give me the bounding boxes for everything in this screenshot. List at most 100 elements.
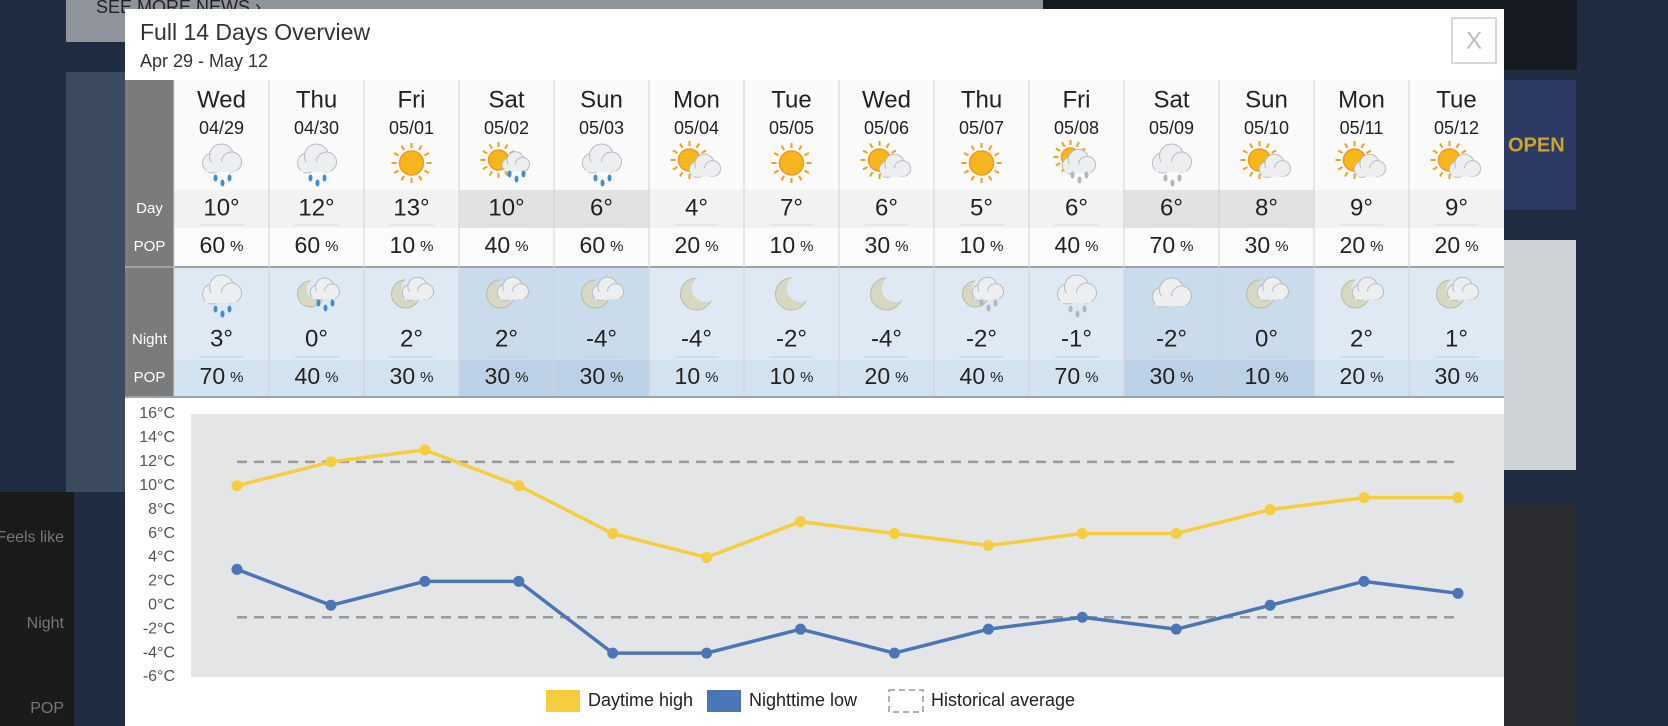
night-pop-cell	[1219, 360, 1314, 396]
sun-ray	[701, 149, 707, 154]
sun-ray	[1055, 147, 1061, 152]
bg-panel	[1504, 80, 1576, 210]
y-tick-label: 10°C	[139, 477, 175, 494]
precip	[323, 304, 328, 312]
night-pop-cell	[1029, 360, 1124, 396]
bg-panel	[0, 492, 74, 726]
pop-unit: %	[895, 238, 908, 255]
pop: 20%	[675, 232, 719, 258]
pop-unit: %	[705, 238, 718, 255]
bg-text: Feels like	[0, 529, 64, 546]
day-icon	[1152, 143, 1192, 187]
pop-unit: %	[1275, 369, 1288, 386]
cloud	[499, 291, 524, 300]
precip	[993, 299, 998, 307]
day-date: 05/03	[579, 118, 624, 138]
pop-unit: %	[1180, 238, 1193, 255]
sun-ray	[1061, 141, 1066, 148]
day-icon	[1053, 140, 1096, 184]
legend-swatch	[888, 689, 924, 713]
data-point	[982, 540, 994, 551]
night-pop-cell	[649, 360, 744, 396]
data-point	[795, 623, 807, 635]
sun-ray	[869, 143, 874, 149]
pop-unit: %	[1465, 369, 1478, 386]
data-point	[1452, 492, 1464, 504]
data-point	[607, 528, 619, 540]
sun-ray	[1249, 171, 1254, 177]
data-point	[325, 599, 337, 611]
night-pop-cell	[934, 360, 1029, 396]
pop-value: 30	[1435, 363, 1461, 389]
day-name: Thu	[296, 86, 337, 113]
night-pop-cell	[459, 360, 554, 396]
sun-ray	[1055, 162, 1061, 167]
pop: 10%	[770, 232, 814, 258]
sun-ray	[504, 143, 509, 150]
day-name: Sun	[1245, 86, 1288, 113]
night-icon	[486, 276, 529, 309]
close-button[interactable]	[1451, 17, 1497, 64]
data-point	[1358, 575, 1370, 587]
day-icon	[961, 143, 1002, 183]
pop-unit: %	[705, 369, 718, 386]
y-tick-label: -4°C	[143, 644, 175, 661]
night-temp: 2°	[400, 325, 423, 352]
pop-unit: %	[325, 369, 338, 386]
pop: 60%	[580, 232, 624, 258]
pop-unit: %	[1085, 369, 1098, 386]
sun-ray	[1455, 143, 1460, 149]
day-icon	[297, 143, 337, 187]
pop: 70%	[1150, 232, 1194, 258]
row-label: Day	[136, 200, 163, 217]
y-tick-label: 0°C	[148, 596, 175, 613]
bg-ad	[1504, 505, 1576, 726]
day-icon	[480, 142, 530, 183]
night-temp: -2°	[966, 325, 997, 352]
day-temp-cell	[1314, 190, 1409, 228]
sun-ray	[1344, 143, 1349, 149]
precip	[607, 174, 612, 182]
close-label[interactable]: X	[1466, 27, 1482, 54]
precip	[1068, 305, 1073, 313]
precip	[322, 174, 327, 182]
cloud	[312, 291, 335, 299]
sun-ray	[1337, 149, 1343, 154]
sun-ray	[970, 145, 975, 151]
pop: 30%	[865, 232, 909, 258]
pop-value: 60	[580, 232, 606, 258]
day-temp-cell	[269, 190, 364, 228]
day-temp: 10°	[203, 194, 239, 221]
sun-ray	[504, 170, 509, 177]
precip	[213, 305, 218, 313]
pop-unit: %	[515, 369, 528, 386]
sun-ray	[423, 169, 430, 174]
sun-ray	[1344, 171, 1349, 177]
pop-value: 10	[770, 363, 796, 389]
sun-ray	[393, 169, 400, 174]
day-date: 04/30	[294, 118, 339, 138]
pop: 30%	[1150, 363, 1194, 389]
pop-value: 10	[1245, 363, 1271, 389]
day-temp-cell	[934, 190, 1029, 228]
sun	[778, 150, 805, 176]
day-temp: 7°	[780, 194, 803, 221]
night-divider	[125, 266, 1504, 268]
bg-text: POP	[30, 700, 64, 717]
cloud	[504, 164, 526, 172]
row-label: POP	[134, 369, 166, 386]
data-point	[982, 623, 994, 635]
sun-ray	[885, 143, 890, 149]
day-name: Tue	[771, 86, 811, 113]
pop-value: 70	[1150, 232, 1176, 258]
pop: 10%	[960, 232, 1004, 258]
day-pop-cell	[269, 228, 364, 266]
sun-ray	[400, 145, 405, 151]
y-tick-label: 6°C	[148, 525, 175, 542]
sun-ray	[993, 152, 1000, 157]
